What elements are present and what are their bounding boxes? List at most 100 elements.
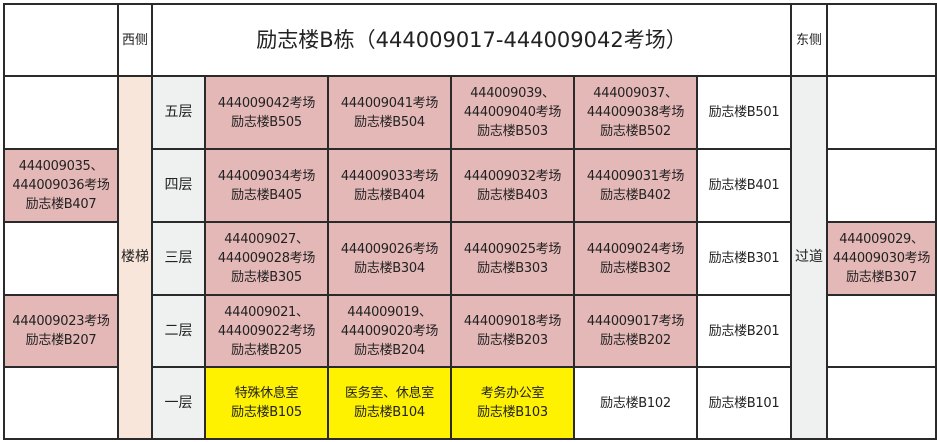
- room-text-line: 励志楼B103: [477, 405, 548, 420]
- room-text-line: 励志楼B304: [354, 260, 425, 276]
- room-text-line: 励志楼B102: [600, 395, 671, 411]
- floor-label: 二层: [151, 294, 206, 368]
- room-cell: 444009032考场 励志楼B403: [450, 148, 575, 223]
- room-cell: 励志楼B102: [573, 366, 698, 440]
- room-cell: 444009018考场 励志楼B203: [450, 294, 575, 368]
- room-text-line: 444009029、: [839, 232, 924, 247]
- west-room-cell: [3, 221, 119, 296]
- room-cell: 特殊休息室励志楼B105: [204, 366, 329, 440]
- east-room-cell: [826, 366, 937, 440]
- room-text-line: 励志楼B101: [708, 395, 780, 411]
- room-cell: 444009039、 444009040考场 励志楼B503: [450, 75, 575, 150]
- room-text-line: 444009019、: [347, 304, 432, 320]
- room-text-line: 特殊休息室: [234, 386, 299, 401]
- room-text-line: 444009041考场: [340, 95, 439, 111]
- room-cell: 444009034考场 励志楼B405: [204, 148, 329, 223]
- room-text-line: 444009020考场: [340, 323, 439, 339]
- room-text-line: 考务办公室: [480, 386, 545, 401]
- west-side-label: 西侧: [117, 3, 153, 77]
- room-text-line: 444009021、: [224, 304, 309, 320]
- room-text-line: 444009039、: [470, 86, 555, 101]
- room-text-line: 444009023考场: [12, 314, 110, 329]
- corridor-column: 过道: [790, 75, 828, 440]
- east-room-cell: 444009029、 444009030考场 励志楼B307: [826, 221, 937, 296]
- west-room-cell: [3, 75, 119, 150]
- room-text-line: 444009030考场: [832, 251, 931, 266]
- room-text-line: 励志楼B405: [231, 187, 302, 203]
- room-cell: 医务室、休息室 励志楼B104: [327, 366, 452, 440]
- header-row: 西侧 励志楼B栋（444009017-444009042考场） 东侧: [3, 3, 937, 77]
- room-cell: 励志楼B301: [696, 221, 792, 296]
- room-cell: 444009021、 444009022考场 励志楼B205: [204, 294, 329, 368]
- room-text-line: 444009018考场: [463, 314, 562, 329]
- room-text-line: 444009031考场: [586, 168, 685, 184]
- west-room-cell: 444009023考场 励志楼B207: [3, 294, 119, 368]
- room-text-line: 444009026考场: [340, 241, 439, 257]
- room-text-line: 444009036考场: [12, 178, 110, 193]
- room-cell: 444009031考场 励志楼B402: [573, 148, 698, 223]
- room-text-line: 励志楼B502: [600, 124, 671, 139]
- room-text-line: 励志楼B302: [600, 260, 671, 276]
- room-text-line: 444009028考场: [217, 251, 316, 266]
- room-text-line: 444009038考场: [586, 105, 685, 120]
- floor-label: 五层: [151, 75, 206, 150]
- room-text-line: 444009034考场: [217, 168, 316, 184]
- east-room-cell: [826, 75, 937, 150]
- room-cell: 444009019、 444009020考场 励志楼B204: [327, 294, 452, 368]
- room-text-line: 励志楼B207: [25, 333, 97, 348]
- room-text-line: 励志楼B301: [708, 251, 780, 266]
- room-cell: 励志楼B401: [696, 148, 792, 223]
- room-text-line: 励志楼B407: [25, 197, 97, 212]
- room-text-line: 励志楼B403: [477, 187, 548, 203]
- room-text-line: 444009017考场: [586, 314, 685, 329]
- floor-label: 一层: [151, 366, 206, 440]
- room-cell: 444009024考场 励志楼B302: [573, 221, 698, 296]
- building-floor-plan-table: 西侧 励志楼B栋（444009017-444009042考场） 东侧 楼梯 五层 4…: [3, 3, 937, 440]
- page-title: 励志楼B栋（444009017-444009042考场）: [151, 3, 792, 77]
- room-cell: 考务办公室励志楼B103: [450, 366, 575, 440]
- floor-label: 四层: [151, 148, 206, 223]
- room-text-line: 励志楼B204: [354, 342, 425, 358]
- room-text-line: 励志楼B401: [708, 178, 780, 193]
- room-text-line: 励志楼B505: [231, 114, 302, 130]
- floor-row: 444009023考场 励志楼B207 二层 444009021、 444009022考…: [3, 294, 937, 368]
- room-cell: 444009041考场 励志楼B504: [327, 75, 452, 150]
- room-text-line: 444009024考场: [586, 241, 685, 257]
- room-cell: 444009017考场 励志楼B202: [573, 294, 698, 368]
- room-text-line: 励志楼B307: [846, 270, 917, 285]
- header-east-blank: [826, 3, 937, 77]
- room-text-line: 励志楼B202: [600, 333, 671, 348]
- west-room-cell: [3, 366, 119, 440]
- room-text-line: 励志楼B503: [477, 124, 548, 139]
- room-text-line: 励志楼B501: [708, 105, 780, 120]
- room-text-line: 励志楼B105: [231, 405, 302, 420]
- room-text-line: 444009027、: [224, 232, 309, 247]
- room-text-line: 医务室、休息室: [345, 386, 434, 401]
- west-room-cell: 444009035、 444009036考场 励志楼B407: [3, 148, 119, 223]
- room-text-line: 444009035、: [18, 159, 104, 174]
- room-text-line: 励志楼B205: [231, 342, 302, 358]
- floor-row: 444009035、 444009036考场 励志楼B407 四层 444009034考…: [3, 148, 937, 223]
- room-text-line: 444009040考场: [463, 105, 562, 120]
- room-cell: 444009025考场 励志楼B303: [450, 221, 575, 296]
- room-cell: 444009026考场 励志楼B304: [327, 221, 452, 296]
- floor-label: 三层: [151, 221, 206, 296]
- room-text-line: 励志楼B104: [354, 405, 425, 420]
- room-text-line: 444009033考场: [340, 168, 439, 184]
- room-text-line: 444009025考场: [463, 241, 562, 257]
- room-cell: 444009027、 444009028考场 励志楼B305: [204, 221, 329, 296]
- room-text-line: 励志楼B404: [354, 187, 425, 203]
- room-text-line: 励志楼B504: [354, 114, 425, 130]
- stairs-column: 楼梯: [117, 75, 153, 440]
- east-side-label: 东侧: [790, 3, 828, 77]
- header-west-blank: [3, 3, 119, 77]
- east-room-cell: [826, 294, 937, 368]
- room-cell: 444009042考场 励志楼B505: [204, 75, 329, 150]
- room-text-line: 励志楼B201: [708, 323, 780, 339]
- floor-row: 三层 444009027、 444009028考场 励志楼B305 444009026考…: [3, 221, 937, 296]
- room-text-line: 励志楼B203: [477, 333, 548, 348]
- room-cell: 励志楼B501: [696, 75, 792, 150]
- room-cell: 励志楼B101: [696, 366, 792, 440]
- room-text-line: 励志楼B402: [600, 187, 671, 203]
- room-text-line: 444009042考场: [217, 95, 316, 111]
